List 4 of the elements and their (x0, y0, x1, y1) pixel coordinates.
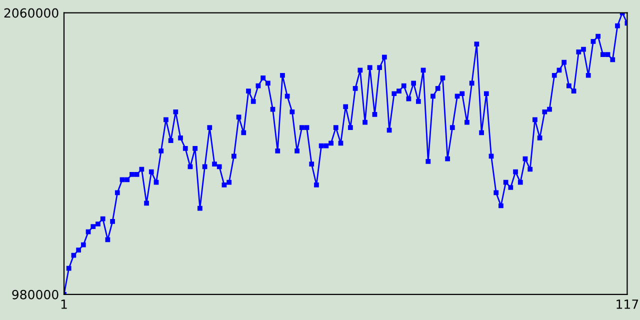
x-tick-label: 117 (616, 300, 638, 309)
y-tick-label: 980000 (12, 290, 58, 300)
y-tick-label: 2060000 (4, 8, 58, 18)
x-tick-label: 1 (61, 300, 67, 309)
